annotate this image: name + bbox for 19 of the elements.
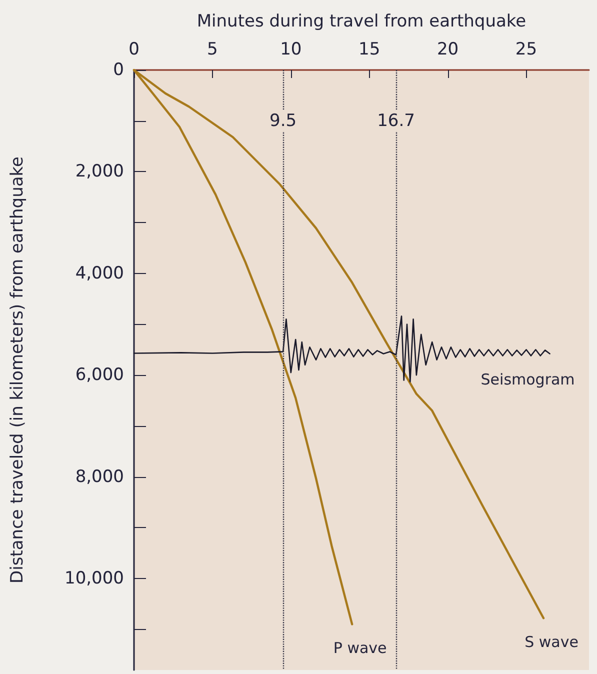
series-label: Seismogram bbox=[480, 370, 575, 389]
x-tick-label: 20 bbox=[436, 40, 459, 60]
y-tick-label: 2,000 bbox=[75, 162, 124, 182]
series-label: P wave bbox=[333, 639, 387, 658]
x-tick-label: 10 bbox=[280, 40, 302, 60]
series-label: S wave bbox=[524, 633, 578, 652]
y-tick-label: 6,000 bbox=[75, 365, 124, 386]
x-tick-label: 5 bbox=[207, 40, 218, 60]
y-tick-label: 10,000 bbox=[64, 568, 124, 588]
x-axis-title: Minutes during travel from earthquake bbox=[196, 12, 526, 32]
y-tick-label: 4,000 bbox=[75, 263, 124, 284]
ref-line-label: 16.7 bbox=[377, 110, 415, 131]
x-tick-label: 15 bbox=[358, 40, 380, 60]
x-tick-label: 0 bbox=[128, 40, 140, 60]
x-tick-label: 25 bbox=[515, 40, 538, 60]
y-tick-label: 8,000 bbox=[75, 466, 124, 487]
y-tick-label: 0 bbox=[113, 60, 124, 80]
y-axis-title: Distance traveled (in kilometers) from earthquake bbox=[8, 156, 28, 584]
ref-line-label: 9.5 bbox=[270, 110, 297, 131]
